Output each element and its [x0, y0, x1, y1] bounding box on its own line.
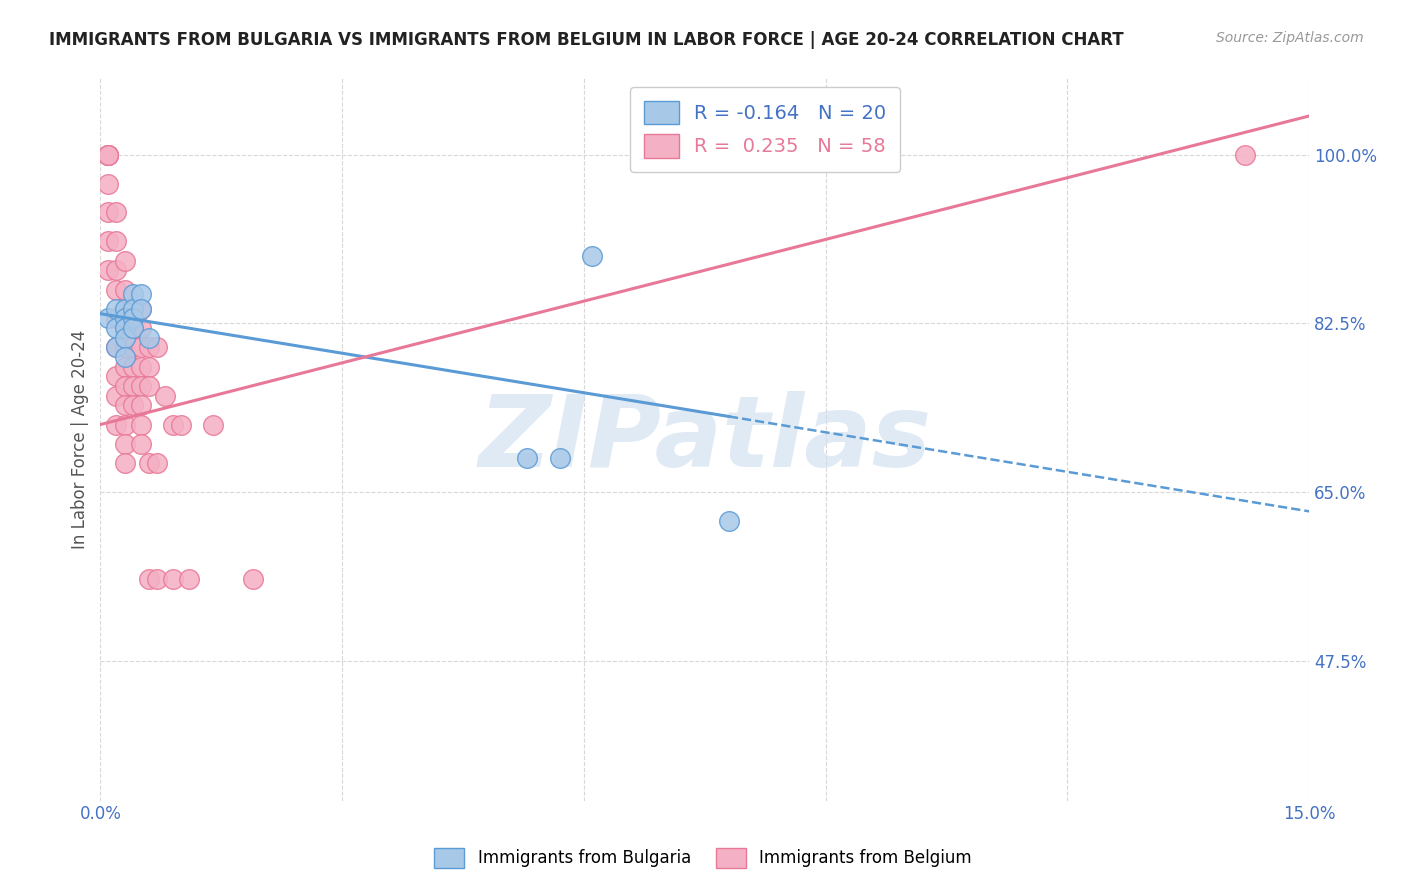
Point — [114, 283, 136, 297]
Point — [114, 350, 136, 364]
Point — [129, 437, 152, 451]
Point — [121, 340, 143, 354]
Point — [105, 369, 128, 384]
Point — [114, 437, 136, 451]
Point — [138, 379, 160, 393]
Point — [121, 301, 143, 316]
Point — [105, 340, 128, 354]
Point — [129, 287, 152, 301]
Point — [97, 311, 120, 326]
Point — [105, 417, 128, 432]
Point — [145, 572, 167, 586]
Point — [121, 311, 143, 326]
Point — [105, 301, 128, 316]
Point — [177, 572, 200, 586]
Point — [97, 205, 120, 219]
Point — [129, 321, 152, 335]
Point — [138, 572, 160, 586]
Point — [121, 301, 143, 316]
Point — [97, 177, 120, 191]
Point — [105, 321, 128, 335]
Point — [138, 331, 160, 345]
Text: ZIPatlas: ZIPatlas — [478, 391, 931, 488]
Point — [114, 301, 136, 316]
Point — [129, 301, 152, 316]
Point — [121, 359, 143, 374]
Point — [145, 456, 167, 470]
Point — [162, 417, 184, 432]
Point — [717, 514, 740, 528]
Point — [114, 321, 136, 335]
Point — [129, 359, 152, 374]
Point — [121, 379, 143, 393]
Point — [516, 451, 538, 466]
Point — [114, 340, 136, 354]
Point — [162, 572, 184, 586]
Point — [105, 283, 128, 297]
Y-axis label: In Labor Force | Age 20-24: In Labor Force | Age 20-24 — [72, 329, 89, 549]
Point — [581, 249, 603, 263]
Point — [114, 398, 136, 412]
Point — [114, 331, 136, 345]
Point — [242, 572, 264, 586]
Point — [121, 321, 143, 335]
Point — [105, 235, 128, 249]
Point — [97, 235, 120, 249]
Point — [105, 311, 128, 326]
Point — [129, 301, 152, 316]
Point — [138, 456, 160, 470]
Point — [114, 417, 136, 432]
Point — [121, 287, 143, 301]
Point — [1233, 147, 1256, 161]
Point — [97, 263, 120, 277]
Point — [129, 398, 152, 412]
Point — [97, 147, 120, 161]
Legend: Immigrants from Bulgaria, Immigrants from Belgium: Immigrants from Bulgaria, Immigrants fro… — [427, 841, 979, 875]
Point — [97, 147, 120, 161]
Point — [129, 379, 152, 393]
Point — [97, 147, 120, 161]
Point — [114, 301, 136, 316]
Point — [121, 321, 143, 335]
Point — [114, 321, 136, 335]
Point — [114, 311, 136, 326]
Point — [114, 379, 136, 393]
Legend: R = -0.164   N = 20, R =  0.235   N = 58: R = -0.164 N = 20, R = 0.235 N = 58 — [630, 87, 900, 171]
Point — [202, 417, 225, 432]
Point — [105, 263, 128, 277]
Point — [114, 253, 136, 268]
Point — [138, 340, 160, 354]
Point — [153, 389, 176, 403]
Point — [114, 359, 136, 374]
Point — [170, 417, 193, 432]
Point — [145, 340, 167, 354]
Point — [105, 389, 128, 403]
Point — [548, 451, 571, 466]
Point — [105, 205, 128, 219]
Point — [97, 147, 120, 161]
Text: Source: ZipAtlas.com: Source: ZipAtlas.com — [1216, 31, 1364, 45]
Point — [114, 456, 136, 470]
Point — [121, 398, 143, 412]
Text: IMMIGRANTS FROM BULGARIA VS IMMIGRANTS FROM BELGIUM IN LABOR FORCE | AGE 20-24 C: IMMIGRANTS FROM BULGARIA VS IMMIGRANTS F… — [49, 31, 1123, 49]
Point — [129, 417, 152, 432]
Point — [129, 340, 152, 354]
Point — [105, 340, 128, 354]
Point — [138, 359, 160, 374]
